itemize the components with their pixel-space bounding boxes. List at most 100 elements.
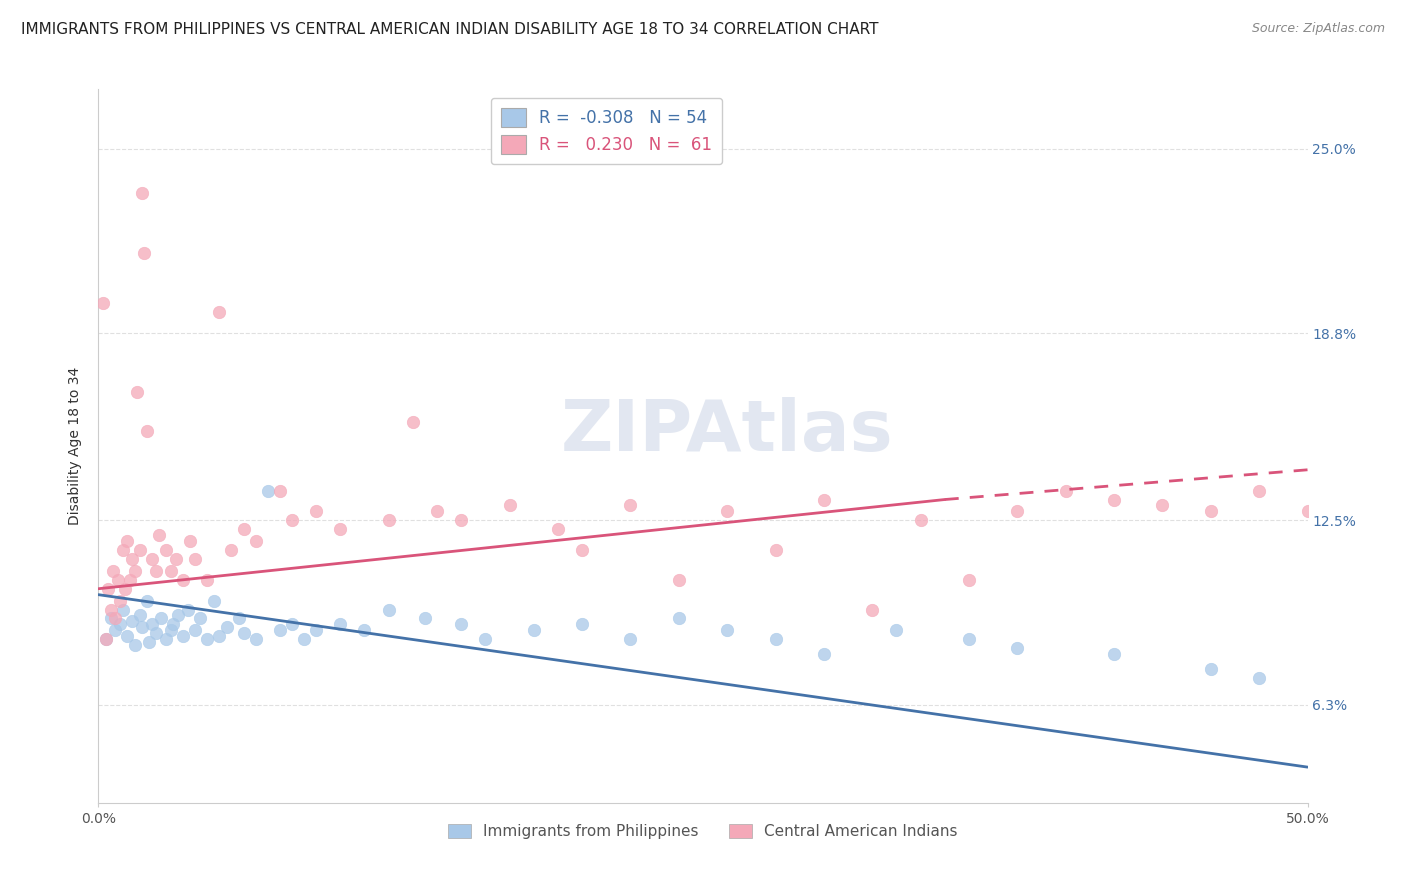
Point xyxy=(1249,671,1271,685)
Point xyxy=(184,552,207,566)
Point xyxy=(305,624,328,638)
Point xyxy=(305,504,328,518)
Point xyxy=(167,608,190,623)
Point xyxy=(1152,499,1174,513)
Point xyxy=(141,552,163,566)
Point xyxy=(353,624,375,638)
Point xyxy=(886,624,908,638)
Point xyxy=(426,504,449,518)
Point xyxy=(141,617,163,632)
Point xyxy=(124,564,146,578)
Point xyxy=(377,602,399,616)
Point xyxy=(208,305,231,319)
Point xyxy=(184,624,207,638)
Point xyxy=(94,632,117,647)
Point xyxy=(1296,504,1319,518)
Point xyxy=(668,611,690,625)
Point xyxy=(128,608,150,623)
Point xyxy=(523,624,546,638)
Y-axis label: Disability Age 18 to 34: Disability Age 18 to 34 xyxy=(69,367,83,525)
Point xyxy=(162,617,184,632)
Point xyxy=(1344,499,1367,513)
Point xyxy=(195,573,218,587)
Point xyxy=(245,534,267,549)
Point xyxy=(571,543,593,558)
Point xyxy=(450,513,472,527)
Point xyxy=(204,593,226,607)
Point xyxy=(1199,504,1222,518)
Point xyxy=(957,573,980,587)
Point xyxy=(172,573,194,587)
Point xyxy=(124,638,146,652)
Point xyxy=(131,186,153,201)
Point xyxy=(111,602,134,616)
Point xyxy=(910,513,932,527)
Point xyxy=(619,499,641,513)
Point xyxy=(91,296,114,310)
Point xyxy=(148,528,170,542)
Point xyxy=(765,632,787,647)
Point xyxy=(135,424,157,438)
Point xyxy=(117,534,139,549)
Point xyxy=(498,499,520,513)
Point xyxy=(269,483,291,498)
Point xyxy=(208,629,231,643)
Point xyxy=(138,635,160,649)
Point xyxy=(1007,641,1029,656)
Point xyxy=(145,564,167,578)
Point xyxy=(269,624,291,638)
Point xyxy=(155,543,177,558)
Point xyxy=(256,483,278,498)
Point xyxy=(813,492,835,507)
Point xyxy=(101,564,124,578)
Point xyxy=(177,602,200,616)
Text: Source: ZipAtlas.com: Source: ZipAtlas.com xyxy=(1251,22,1385,36)
Point xyxy=(1102,647,1125,661)
Point xyxy=(619,632,641,647)
Point xyxy=(100,602,122,616)
Point xyxy=(292,632,315,647)
Point xyxy=(100,611,122,625)
Point xyxy=(716,504,738,518)
Point xyxy=(232,522,254,536)
Point xyxy=(104,624,127,638)
Point xyxy=(165,552,187,566)
Point xyxy=(104,611,127,625)
Point xyxy=(571,617,593,632)
Point xyxy=(450,617,472,632)
Point xyxy=(134,245,156,260)
Point xyxy=(668,573,690,587)
Point xyxy=(228,611,250,625)
Point xyxy=(121,615,143,629)
Point xyxy=(329,522,352,536)
Point xyxy=(377,513,399,527)
Point xyxy=(97,582,120,596)
Point xyxy=(1249,483,1271,498)
Point xyxy=(1102,492,1125,507)
Point xyxy=(188,611,211,625)
Point xyxy=(957,632,980,647)
Point xyxy=(118,573,141,587)
Point xyxy=(413,611,436,625)
Point xyxy=(145,626,167,640)
Point xyxy=(813,647,835,661)
Point xyxy=(1054,483,1077,498)
Point xyxy=(160,564,183,578)
Point xyxy=(179,534,201,549)
Point xyxy=(128,543,150,558)
Point xyxy=(1199,662,1222,676)
Point xyxy=(150,611,173,625)
Point xyxy=(172,629,194,643)
Point xyxy=(1007,504,1029,518)
Point xyxy=(127,385,149,400)
Point xyxy=(281,513,304,527)
Point xyxy=(135,593,157,607)
Point xyxy=(121,552,143,566)
Point xyxy=(111,543,134,558)
Point xyxy=(474,632,496,647)
Point xyxy=(765,543,787,558)
Point xyxy=(245,632,267,647)
Point xyxy=(131,620,153,634)
Legend: Immigrants from Philippines, Central American Indians: Immigrants from Philippines, Central Ame… xyxy=(441,818,965,845)
Text: IMMIGRANTS FROM PHILIPPINES VS CENTRAL AMERICAN INDIAN DISABILITY AGE 18 TO 34 C: IMMIGRANTS FROM PHILIPPINES VS CENTRAL A… xyxy=(21,22,879,37)
